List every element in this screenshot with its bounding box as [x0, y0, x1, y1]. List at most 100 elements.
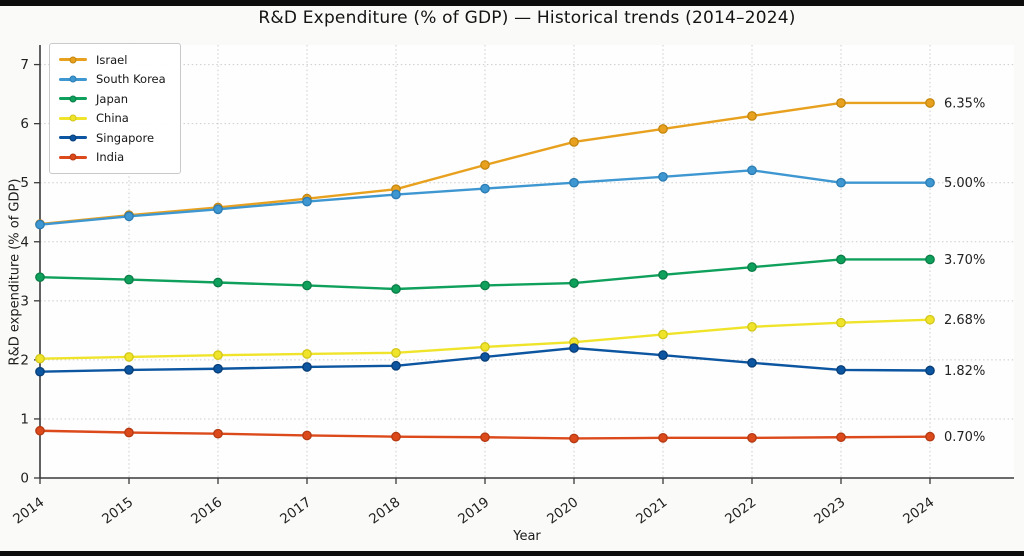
data-point-japan	[925, 254, 935, 265]
x-tick-label: 2017	[277, 494, 314, 527]
legend-dot-icon	[69, 95, 77, 103]
data-point-china	[302, 349, 312, 359]
data-point-india	[747, 432, 757, 443]
data-point-china	[480, 342, 490, 352]
data-point-singapore	[925, 365, 935, 376]
x-tick-label: 2018	[366, 494, 403, 527]
data-point-india	[836, 432, 846, 443]
legend-label: Japan	[96, 91, 129, 106]
letterbox-top-bar	[0, 0, 1024, 6]
y-tick-label: 2	[20, 352, 29, 368]
data-point-singapore	[569, 343, 579, 353]
chart-title: R&D Expenditure (% of GDP) — Historical …	[258, 8, 796, 28]
legend-item-japan: Japan	[59, 89, 166, 109]
data-point-japan	[213, 277, 223, 288]
data-point-singapore	[836, 365, 846, 375]
y-tick-label: 4	[20, 234, 29, 250]
legend-item-china: China	[59, 109, 166, 129]
end-value-label-south-korea: 5.00%	[944, 176, 985, 191]
data-point-china	[658, 329, 668, 340]
y-tick-label: 7	[20, 57, 29, 73]
legend-item-singapore: Singapore	[59, 128, 166, 148]
x-tick-label: 2016	[188, 494, 225, 527]
data-point-israel	[747, 111, 757, 121]
data-point-south-korea	[213, 204, 223, 215]
x-axis-title: Year	[513, 529, 541, 544]
end-value-label-israel: 6.35%	[944, 96, 985, 111]
legend-dot-icon	[69, 153, 77, 161]
y-tick-label: 0	[20, 471, 29, 487]
data-point-israel	[569, 137, 579, 147]
data-point-india	[391, 431, 401, 442]
data-point-south-korea	[391, 189, 401, 200]
legend-line-marker-icon	[59, 134, 87, 142]
end-value-label-india: 0.70%	[944, 430, 985, 445]
data-point-singapore	[391, 360, 401, 371]
legend-line-marker-icon	[59, 95, 87, 103]
x-tick-label: 2014	[10, 494, 47, 527]
y-tick-label: 1	[20, 411, 29, 427]
legend-label: China	[96, 111, 129, 126]
legend-item-india: India	[59, 148, 166, 168]
data-point-south-korea	[925, 177, 935, 188]
letterbox-bottom-bar	[0, 551, 1024, 556]
legend-label: India	[96, 150, 125, 165]
end-value-label-singapore: 1.82%	[944, 364, 985, 379]
data-point-china	[124, 352, 134, 362]
data-point-south-korea	[35, 219, 45, 230]
x-tick-label: 2022	[722, 494, 759, 527]
data-point-japan	[391, 284, 401, 294]
legend: Israel South Korea Japan China Singapore Indi…	[49, 43, 181, 174]
data-point-south-korea	[302, 196, 312, 207]
legend-item-south-korea: South Korea	[59, 70, 166, 90]
data-point-singapore	[480, 352, 490, 362]
data-point-japan	[124, 274, 134, 285]
x-tick-label: 2024	[900, 494, 937, 527]
data-point-japan	[836, 254, 846, 265]
legend-label: Israel	[96, 52, 128, 67]
legend-line-marker-icon	[59, 56, 87, 64]
data-point-singapore	[35, 366, 45, 377]
legend-dot-icon	[69, 56, 77, 64]
plot-background	[40, 45, 1014, 478]
data-point-china	[35, 353, 45, 364]
y-axis-title: R&D expenditure (% of GDP)	[7, 178, 23, 366]
x-tick-label: 2021	[633, 494, 670, 527]
legend-dot-icon	[69, 75, 77, 83]
data-point-india	[35, 425, 45, 436]
data-point-singapore	[747, 357, 757, 368]
data-point-singapore	[124, 365, 134, 375]
x-tick-label: 2019	[455, 494, 492, 527]
data-point-singapore	[658, 350, 668, 361]
data-point-india	[124, 427, 134, 438]
legend-dot-icon	[69, 134, 77, 142]
data-point-japan	[302, 280, 312, 291]
data-point-south-korea	[480, 183, 490, 194]
data-point-singapore	[213, 363, 223, 374]
y-tick-label: 5	[20, 175, 29, 191]
data-point-japan	[480, 280, 490, 291]
data-point-india	[480, 432, 490, 443]
x-tick-label: 2020	[544, 494, 581, 527]
legend-label: Singapore	[96, 130, 155, 145]
data-point-india	[658, 432, 668, 443]
x-tick-label: 2015	[99, 494, 136, 527]
data-point-israel	[836, 98, 846, 108]
end-value-label-china: 2.68%	[944, 313, 985, 328]
data-point-israel	[925, 98, 935, 108]
data-point-china	[836, 317, 846, 328]
data-point-south-korea	[569, 177, 579, 188]
data-point-india	[569, 433, 579, 444]
legend-line-marker-icon	[59, 114, 87, 122]
data-point-china	[391, 347, 401, 358]
legend-line-marker-icon	[59, 75, 87, 83]
legend-line-marker-icon	[59, 153, 87, 161]
data-point-china	[747, 321, 757, 332]
legend-dot-icon	[69, 114, 77, 122]
data-point-india	[213, 428, 223, 439]
data-point-china	[213, 350, 223, 361]
data-point-singapore	[302, 362, 312, 372]
x-tick-label: 2023	[811, 494, 848, 527]
data-point-south-korea	[836, 177, 846, 188]
legend-item-israel: Israel	[59, 50, 166, 70]
